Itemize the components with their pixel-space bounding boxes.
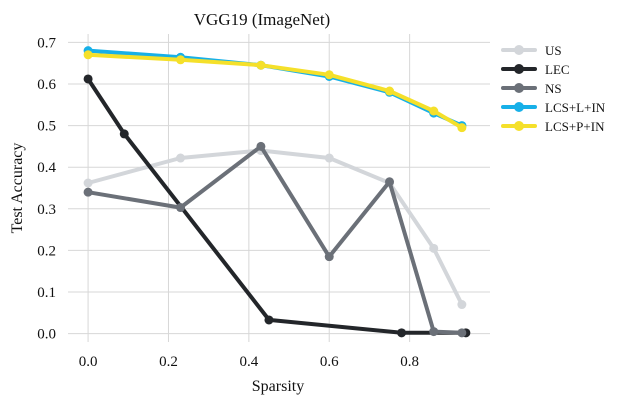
- data-point: [429, 106, 439, 116]
- y-tick-label: 0.4: [37, 160, 56, 176]
- legend-swatch-marker: [514, 83, 524, 93]
- x-tick-label: 0.6: [320, 354, 339, 370]
- series-line: [86, 148, 464, 307]
- y-tick-label: 0.0: [37, 327, 56, 343]
- data-point: [256, 141, 266, 151]
- legend-swatch-marker: [514, 121, 524, 131]
- data-point: [176, 203, 186, 213]
- series-lec: [83, 74, 471, 338]
- chart-title: VGG19 (ImageNet): [194, 10, 330, 29]
- legend-entry: NS: [501, 81, 562, 96]
- axes: 0.0 0.1 0.2 0.3 0.4 0.5 0.6 0.7 0.0 0.2 0.4 0.6 0.8: [37, 35, 419, 370]
- series-ns: [83, 141, 467, 338]
- data-point: [385, 86, 395, 96]
- data-point: [83, 50, 93, 60]
- legend-entry: US: [501, 43, 562, 58]
- legend: US LEC NS LCS+L+IN LCS+P+IN: [501, 43, 606, 134]
- y-tick-label: 0.7: [37, 35, 56, 51]
- x-tick-label: 0.8: [400, 354, 419, 370]
- x-tick-label: 0.2: [159, 354, 178, 370]
- data-point: [457, 328, 467, 338]
- data-point: [119, 129, 129, 139]
- series-us: [83, 146, 467, 310]
- legend-swatch-marker: [514, 102, 524, 112]
- grid: [68, 34, 490, 342]
- y-tick-label: 0.2: [37, 243, 56, 259]
- data-point: [256, 60, 266, 70]
- x-axis-label: Sparsity: [252, 378, 304, 395]
- data-point: [83, 74, 93, 84]
- series-lcs-p-in: [83, 50, 467, 133]
- data-point: [176, 55, 186, 65]
- legend-entry: LCS+L+IN: [501, 100, 606, 115]
- legend-entry: LEC: [501, 62, 570, 77]
- legend-swatch-marker: [514, 64, 524, 74]
- data-point: [83, 178, 93, 188]
- legend-entry: LCS+P+IN: [501, 119, 605, 134]
- data-point: [324, 70, 334, 80]
- data-point: [264, 315, 274, 325]
- series-lines: [83, 46, 471, 338]
- legend-label: LCS+L+IN: [545, 100, 606, 115]
- data-point: [429, 243, 439, 253]
- legend-label: US: [545, 43, 562, 58]
- y-tick-label: 0.3: [37, 202, 56, 218]
- x-tick-label: 0.0: [79, 354, 98, 370]
- legend-label: LCS+P+IN: [545, 119, 605, 134]
- data-point: [429, 327, 439, 337]
- data-point: [176, 153, 186, 163]
- legend-label: LEC: [545, 62, 570, 77]
- y-tick-label: 0.5: [37, 119, 56, 135]
- y-tick-label: 0.1: [37, 285, 56, 301]
- data-point: [397, 328, 407, 338]
- series-line: [86, 52, 464, 130]
- legend-label: NS: [545, 81, 562, 96]
- series-line: [86, 144, 464, 335]
- data-point: [457, 123, 467, 133]
- data-point: [83, 187, 93, 197]
- legend-swatch-marker: [514, 45, 524, 55]
- data-point: [324, 153, 334, 163]
- data-point: [385, 177, 395, 187]
- y-tick-label: 0.6: [37, 77, 56, 93]
- y-axis-label: Test Accuracy: [9, 143, 26, 234]
- data-point: [324, 252, 334, 262]
- data-point: [457, 300, 467, 310]
- series-line: [86, 48, 464, 128]
- x-tick-label: 0.4: [239, 354, 258, 370]
